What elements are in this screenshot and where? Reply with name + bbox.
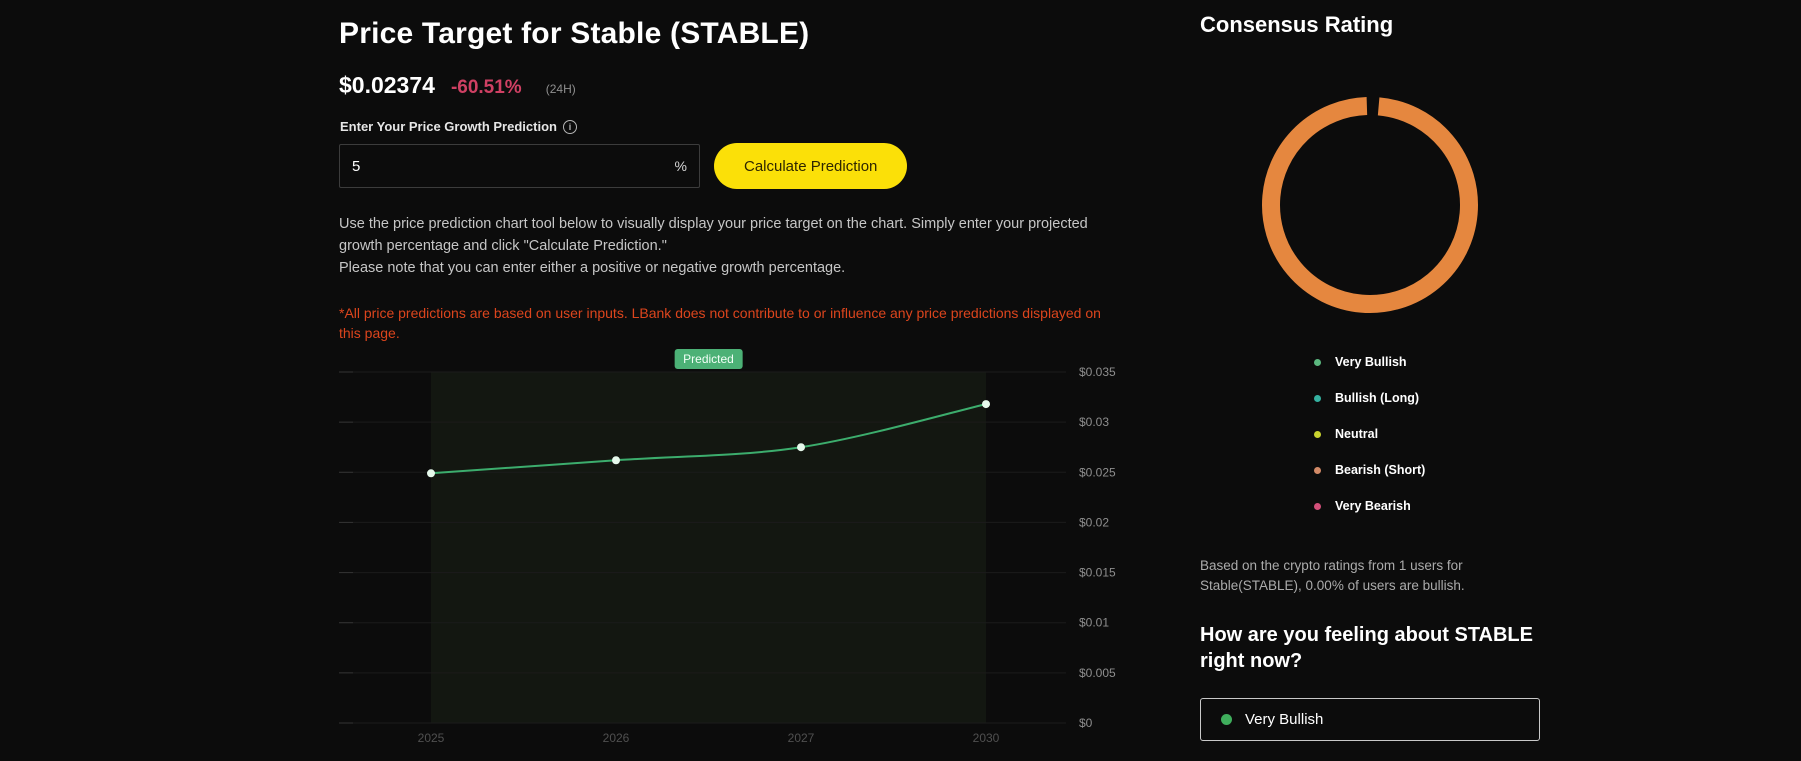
- svg-text:$0.035: $0.035: [1079, 365, 1116, 379]
- feeling-select-value: Very Bullish: [1245, 711, 1324, 728]
- bullish-long-dot-icon: [1314, 394, 1321, 402]
- neutral-dot-icon: [1314, 430, 1321, 438]
- price-change-period: (24H): [545, 82, 576, 96]
- consensus-donut-ring: [1262, 97, 1478, 313]
- legend-item-bullish-long: Bullish (Long): [1314, 380, 1425, 416]
- calculate-prediction-button[interactable]: Calculate Prediction: [714, 143, 908, 189]
- svg-text:$0.005: $0.005: [1079, 666, 1116, 680]
- info-icon[interactable]: i: [562, 119, 577, 134]
- growth-input-label-row: Enter Your Price Growth Prediction i: [340, 119, 577, 134]
- svg-text:$0.025: $0.025: [1079, 465, 1116, 479]
- growth-input-row: % Calculate Prediction: [339, 143, 908, 189]
- rating-legend: Very Bullish Bullish (Long) Neutral Bear…: [1314, 344, 1425, 524]
- svg-text:$0.02: $0.02: [1079, 515, 1109, 529]
- very-bearish-dot-icon: [1314, 502, 1321, 510]
- feeling-select[interactable]: Very Bullish: [1200, 698, 1540, 741]
- tool-description-line2: Please note that you can enter either a …: [339, 259, 846, 276]
- ratings-summary-text: Based on the crypto ratings from 1 users…: [1200, 558, 1465, 593]
- price-row: $0.02374 -60.51% (24H): [339, 72, 576, 99]
- svg-text:2030: 2030: [973, 731, 1000, 745]
- very-bullish-dot-icon: [1314, 358, 1321, 366]
- consensus-donut-chart: [1262, 97, 1478, 313]
- legend-label: Very Bullish: [1335, 355, 1407, 369]
- feeling-question: How are you feeling about STABLE right n…: [1200, 624, 1533, 672]
- svg-text:$0.015: $0.015: [1079, 566, 1116, 580]
- predicted-badge: Predicted: [674, 349, 743, 369]
- legend-item-very-bullish: Very Bullish: [1314, 344, 1425, 380]
- tool-description-line1: Use the price prediction chart tool belo…: [339, 216, 1088, 254]
- legend-label: Bearish (Short): [1335, 463, 1426, 477]
- growth-percent-input[interactable]: [340, 145, 699, 187]
- growth-input-label: Enter Your Price Growth Prediction: [340, 119, 557, 134]
- tool-description: Use the price prediction chart tool belo…: [339, 214, 1121, 279]
- legend-label: Bullish (Long): [1335, 391, 1420, 405]
- consensus-rating-title: Consensus Rating: [1200, 12, 1394, 37]
- legend-item-very-bearish: Very Bearish: [1314, 488, 1425, 524]
- svg-text:$0.01: $0.01: [1079, 616, 1109, 630]
- percent-suffix: %: [674, 158, 687, 174]
- price-prediction-chart[interactable]: Predicted $0 $0.005 $0.01 $0.015 $0.02 $0.025…: [339, 345, 1149, 757]
- legend-label: Neutral: [1335, 427, 1379, 441]
- legend-item-neutral: Neutral: [1314, 416, 1425, 452]
- bearish-short-dot-icon: [1314, 466, 1321, 474]
- prediction-disclaimer: *All price predictions are based on user…: [339, 305, 1101, 342]
- svg-text:$0: $0: [1079, 716, 1093, 730]
- growth-input-box: %: [339, 144, 700, 188]
- svg-text:$0.03: $0.03: [1079, 415, 1109, 429]
- page-title: Price Target for Stable (STABLE): [339, 17, 810, 50]
- very-bullish-select-dot-icon: [1221, 714, 1232, 725]
- legend-label: Very Bearish: [1335, 499, 1411, 513]
- current-price: $0.02374: [339, 72, 435, 98]
- price-change-24h: -60.51%: [450, 77, 522, 98]
- prediction-line-chart[interactable]: $0 $0.005 $0.01 $0.015 $0.02 $0.025 $0.03 $0.03…: [339, 365, 1149, 757]
- svg-text:2026: 2026: [603, 731, 630, 745]
- legend-item-bearish-short: Bearish (Short): [1314, 452, 1425, 488]
- svg-text:2025: 2025: [418, 731, 445, 745]
- svg-text:2027: 2027: [788, 731, 815, 745]
